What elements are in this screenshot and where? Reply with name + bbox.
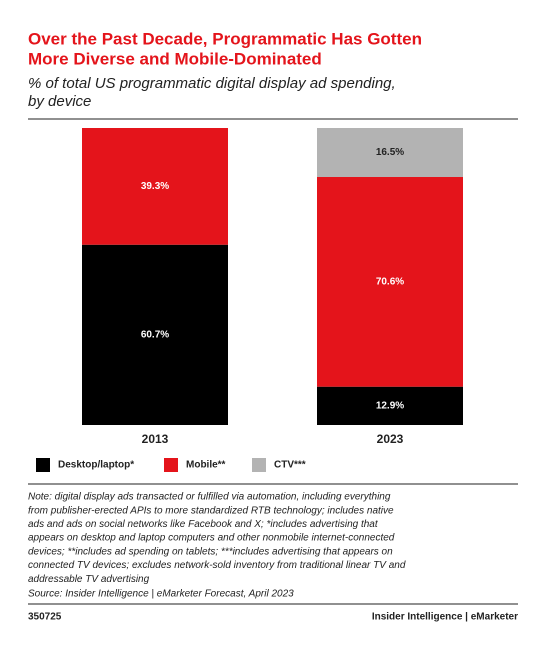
note: appears on desktop and laptop computers … xyxy=(28,533,395,544)
value-label: 70.6% xyxy=(376,276,404,287)
chart-subtitle: by device xyxy=(28,93,91,110)
legend-swatch xyxy=(36,458,50,472)
legend-label: CTV*** xyxy=(274,460,306,471)
chart-title: Over the Past Decade, Programmatic Has G… xyxy=(28,29,422,48)
bar-segment xyxy=(82,128,228,245)
note: ads and ads on social networks like Face… xyxy=(28,519,379,530)
source: Source: Insider Intelligence | eMarketer… xyxy=(28,589,294,600)
value-label: 12.9% xyxy=(376,400,404,411)
value-label: 16.5% xyxy=(376,147,404,158)
note: from publisher-erected APIs to more stan… xyxy=(28,505,394,516)
note: addressable TV advertising xyxy=(28,574,150,585)
bar-segment xyxy=(317,177,463,387)
chart-id: 350725 xyxy=(28,612,62,623)
legend-swatch xyxy=(252,458,266,472)
bar-segment xyxy=(317,386,463,425)
note: Note: digital display ads transacted or … xyxy=(28,492,391,503)
x-tick-label: 2013 xyxy=(142,432,169,446)
chart-title: More Diverse and Mobile-Dominated xyxy=(28,49,322,68)
value-label: 60.7% xyxy=(141,330,169,341)
brand: Insider Intelligence | eMarketer xyxy=(372,612,518,623)
legend-swatch xyxy=(164,458,178,472)
legend-label: Mobile** xyxy=(186,460,226,471)
value-label: 39.3% xyxy=(141,181,169,192)
note: devices; **includes ad spending on table… xyxy=(28,546,393,557)
legend-label: Desktop/laptop* xyxy=(58,460,134,471)
note: connected TV devices; excludes network-s… xyxy=(28,560,406,571)
x-tick-label: 2023 xyxy=(377,432,404,446)
bar-segment xyxy=(317,128,463,178)
bar-segment xyxy=(82,244,228,425)
chart-subtitle: % of total US programmatic digital displ… xyxy=(28,75,396,92)
